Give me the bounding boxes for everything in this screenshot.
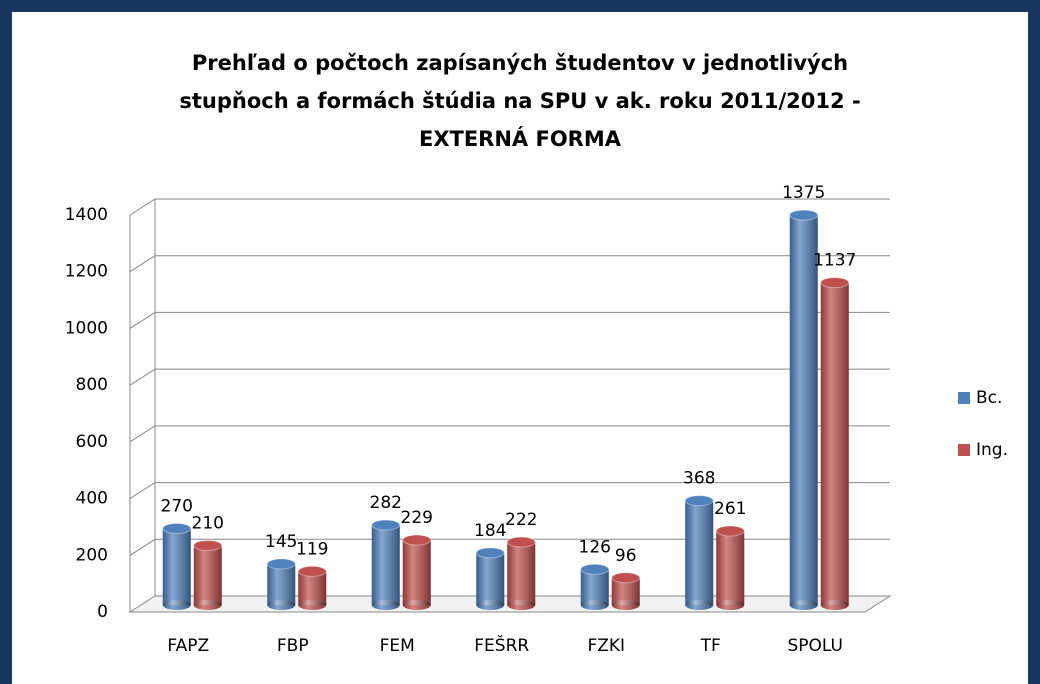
bar-shade xyxy=(580,569,609,605)
data-label: 229 xyxy=(401,508,433,528)
bar-top xyxy=(611,572,641,584)
bar-shade xyxy=(193,545,222,605)
grid-line xyxy=(129,311,890,329)
bar-shade xyxy=(820,282,849,605)
bar-top xyxy=(715,525,745,537)
grid-line xyxy=(129,198,890,216)
bar-shade xyxy=(507,542,536,605)
grid-line xyxy=(129,368,890,386)
bar-top xyxy=(193,539,223,551)
bar-shade xyxy=(298,571,327,605)
bar-top xyxy=(402,534,432,546)
bar-top xyxy=(371,519,401,531)
bar-top xyxy=(684,495,714,507)
chart-title-line: Prehľad o počtoch zapísaných študentov v… xyxy=(192,51,848,75)
bar-shade xyxy=(402,540,431,605)
x-tick-label: FZKI xyxy=(587,636,625,656)
bar-base-shade xyxy=(162,600,191,610)
bar-base-shade xyxy=(507,600,536,610)
bar-base-shade xyxy=(193,600,222,610)
bar-shade xyxy=(476,552,505,605)
bar-top xyxy=(297,565,327,577)
bar-shade xyxy=(267,563,296,605)
bar-top xyxy=(789,209,819,221)
bar-top xyxy=(475,547,505,559)
data-label: 222 xyxy=(505,510,537,530)
data-label: 184 xyxy=(474,521,506,541)
bar-shade xyxy=(685,500,714,605)
x-tick-label: FEM xyxy=(380,636,415,656)
bar-top xyxy=(266,558,296,570)
chart-title-line: stupňoch a formách štúdia na SPU v ak. r… xyxy=(179,89,860,113)
data-label: 126 xyxy=(579,537,611,557)
grid-line xyxy=(129,255,890,273)
bar-top xyxy=(820,277,850,289)
x-tick-label: FBP xyxy=(277,636,309,656)
bar-base-shade xyxy=(820,600,849,610)
y-tick-label: 1400 xyxy=(65,205,108,225)
bar-base-shade xyxy=(716,600,745,610)
bar-shade xyxy=(716,530,745,605)
legend-label: Bc. xyxy=(976,388,1002,408)
y-tick-label: 600 xyxy=(76,432,108,452)
bar-base-shade xyxy=(402,600,431,610)
grid-line xyxy=(129,482,890,499)
bar-base-shade xyxy=(476,600,505,610)
y-tick-label: 200 xyxy=(76,545,108,565)
bar-base-shade xyxy=(789,600,818,610)
data-label: 1375 xyxy=(782,183,825,203)
bar-base-shade xyxy=(371,600,400,610)
y-tick-label: 800 xyxy=(76,375,108,395)
data-label: 210 xyxy=(192,513,224,533)
y-tick-label: 1200 xyxy=(65,262,108,282)
data-label: 261 xyxy=(714,499,746,519)
bar-base-shade xyxy=(580,600,609,610)
bar-base-shade xyxy=(611,600,640,610)
bar-top xyxy=(580,563,610,575)
data-label: 270 xyxy=(161,496,193,516)
y-tick-label: 1000 xyxy=(65,318,108,338)
y-tick-label: 400 xyxy=(76,489,108,509)
bar-top xyxy=(162,522,192,534)
legend-label: Ing. xyxy=(976,440,1008,460)
bar-shade xyxy=(789,215,818,605)
bar-shade xyxy=(162,528,191,605)
bar-base-shade xyxy=(685,600,714,610)
bar-base-shade xyxy=(267,600,296,610)
x-tick-label: FAPZ xyxy=(167,636,209,656)
data-label: 145 xyxy=(265,532,297,552)
grid-line xyxy=(129,425,890,443)
grid-line xyxy=(129,538,890,556)
x-tick-label: TF xyxy=(700,636,721,656)
bar-base-shade xyxy=(298,600,327,610)
data-label: 1137 xyxy=(813,251,856,271)
legend-swatch xyxy=(958,392,970,404)
data-label: 282 xyxy=(370,493,402,513)
bar-shade xyxy=(371,525,400,605)
bar-top xyxy=(506,536,536,548)
y-tick-label: 0 xyxy=(97,602,108,622)
data-label: 96 xyxy=(615,546,637,566)
data-label: 119 xyxy=(296,539,328,559)
chart-title-line: EXTERNÁ FORMA xyxy=(419,126,622,151)
legend-swatch xyxy=(958,444,970,456)
data-label: 368 xyxy=(683,469,715,489)
x-tick-label: SPOLU xyxy=(788,636,844,656)
x-tick-label: FEŠRR xyxy=(474,634,529,656)
